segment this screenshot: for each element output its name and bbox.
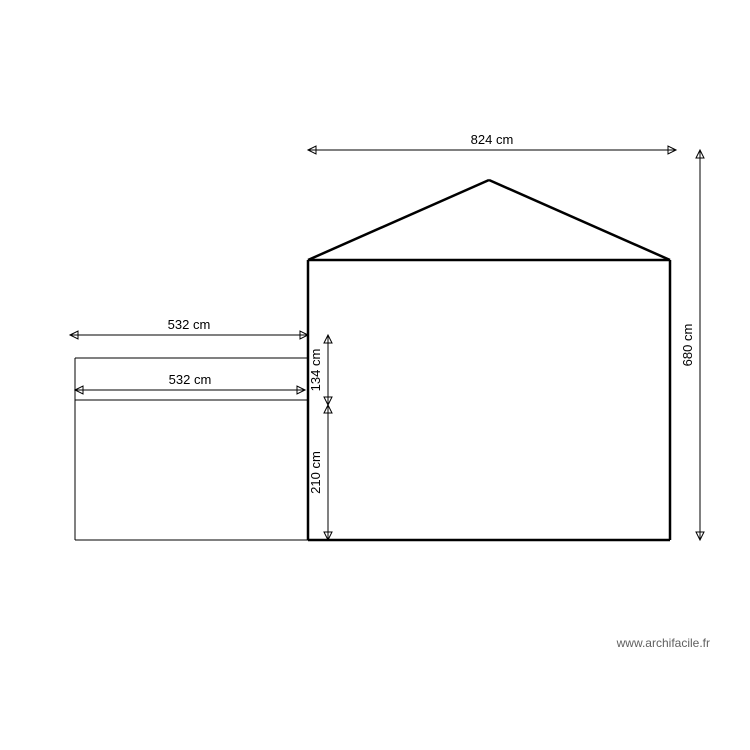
svg-text:134 cm: 134 cm <box>308 349 323 392</box>
svg-text:824 cm: 824 cm <box>471 132 514 147</box>
watermark-text: www.archifacile.fr <box>617 636 710 650</box>
svg-text:680 cm: 680 cm <box>680 324 695 367</box>
svg-text:210 cm: 210 cm <box>308 451 323 494</box>
svg-text:532 cm: 532 cm <box>168 317 211 332</box>
svg-text:532 cm: 532 cm <box>169 372 212 387</box>
